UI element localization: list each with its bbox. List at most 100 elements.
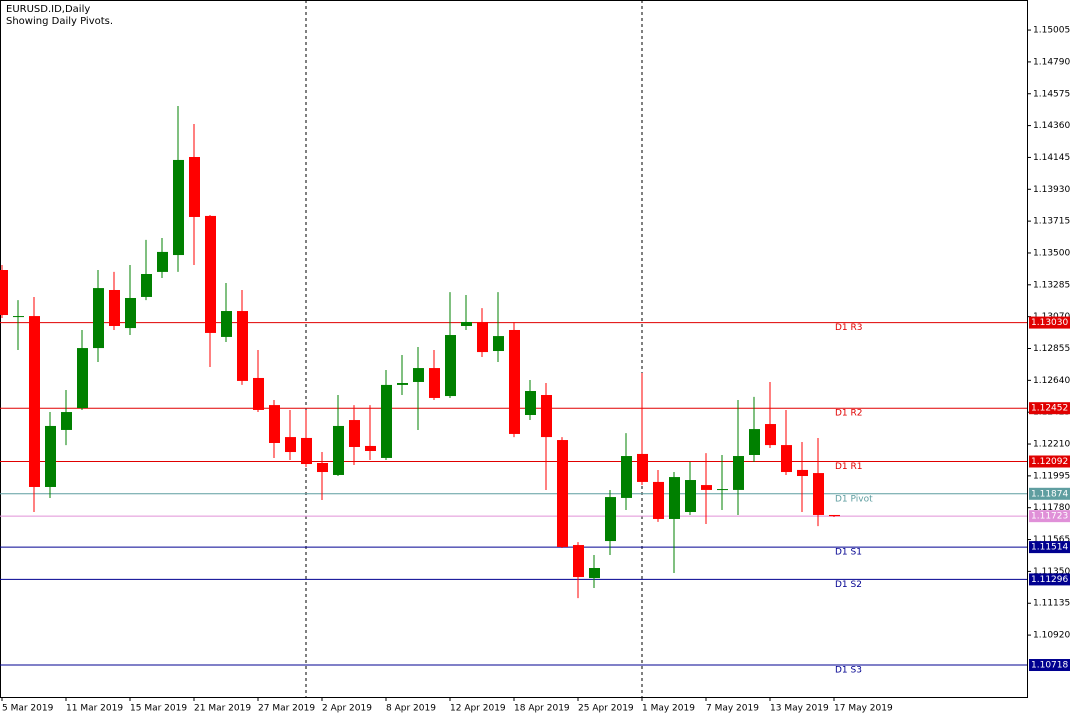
candle-body	[285, 437, 296, 453]
y-tick-label: 1.12640	[1033, 376, 1070, 386]
y-tick-label: 1.14790	[1033, 57, 1070, 67]
pivot-name: D1 Pivot	[835, 494, 873, 504]
price-label-box	[1029, 316, 1070, 329]
candle-body	[557, 440, 568, 547]
candle-body	[461, 321, 472, 326]
y-tick-label: 1.13930	[1033, 185, 1070, 195]
pivot-name: D1 R1	[835, 462, 863, 472]
candle-body	[573, 545, 584, 578]
price-label: 1.12452	[1031, 404, 1068, 414]
price-label: 1.12092	[1031, 457, 1068, 467]
candle-layer	[0, 106, 840, 599]
candle-body	[333, 425, 344, 475]
y-tick-label: 1.14145	[1033, 153, 1070, 163]
chart-title: EURUSD.ID,Daily	[6, 4, 90, 15]
candle-body	[733, 456, 744, 490]
candle-body	[589, 567, 600, 579]
x-tick-label: 12 Apr 2019	[450, 704, 506, 714]
candle-body	[61, 412, 72, 430]
y-tick-label: 1.13500	[1033, 248, 1070, 258]
candle-body	[221, 311, 232, 337]
y-tick-label: 1.10920	[1033, 631, 1070, 641]
price-label: 1.11874	[1031, 489, 1068, 499]
price-label-box	[1029, 510, 1070, 523]
price-label-box	[1029, 455, 1070, 468]
price-label-box	[1029, 487, 1070, 500]
candle-body	[621, 456, 632, 498]
candle-body	[717, 489, 728, 491]
x-tick-label: 8 Apr 2019	[386, 704, 436, 714]
candle-body	[797, 469, 808, 477]
x-tick-label: 25 Apr 2019	[578, 704, 634, 714]
candle-body	[253, 377, 264, 410]
y-tick-label: 1.11565	[1033, 535, 1070, 545]
x-tick-label: 7 May 2019	[706, 704, 759, 714]
y-tick-label: 1.13715	[1033, 217, 1070, 227]
candle-body	[205, 215, 216, 333]
candle-body	[477, 321, 488, 353]
y-tick-label: 1.12855	[1033, 344, 1070, 354]
candle-body	[365, 445, 376, 451]
x-tick-label: 18 Apr 2019	[514, 704, 570, 714]
candle-body	[493, 336, 504, 352]
candle-body	[669, 477, 680, 519]
pivot-name: D1 S1	[835, 548, 862, 558]
candle-body	[685, 480, 696, 513]
candle-body	[0, 270, 8, 316]
candle-body	[765, 424, 776, 446]
price-label-box	[1029, 573, 1070, 586]
pivot-name: D1 S2	[835, 580, 862, 590]
x-tick-label: 15 Mar 2019	[130, 704, 187, 714]
candle-body	[397, 383, 408, 385]
candle-body	[141, 274, 152, 297]
candle-body	[541, 395, 552, 438]
candle-body	[173, 159, 184, 256]
candle-body	[269, 405, 280, 443]
candle-body	[701, 485, 712, 490]
y-tick-label: 1.13285	[1033, 280, 1070, 290]
candle-body	[189, 156, 200, 217]
candle-body	[829, 514, 840, 517]
candle-body	[125, 297, 136, 329]
level-layer: D1 R3 D1 R2 D1 R1 D1 Pivot D1 S1 D1 S2 D1 S3	[0, 322, 1027, 676]
x-tick-label: 13 May 2019	[770, 704, 829, 714]
price-label: 1.10718	[1031, 661, 1068, 671]
candle-body	[605, 497, 616, 542]
candle-body	[429, 368, 440, 398]
candle-body	[237, 311, 248, 381]
x-tick-label: 21 Mar 2019	[194, 704, 251, 714]
candle-body	[317, 462, 328, 473]
candle-body	[109, 289, 120, 326]
y-tick-label: 1.11135	[1033, 599, 1070, 609]
chart-subtitle: Showing Daily Pivots.	[6, 16, 113, 27]
candle-body	[157, 251, 168, 272]
pivot-name: D1 R3	[835, 323, 863, 333]
pivot-name: D1 R2	[835, 409, 863, 419]
price-label-box	[1029, 402, 1070, 415]
x-tick-label: 17 May 2019	[834, 704, 893, 714]
price-label: 1.11514	[1031, 543, 1068, 553]
candle-body	[653, 481, 664, 519]
y-tick-label: 1.11995	[1033, 471, 1070, 481]
y-tick-label: 1.11780	[1033, 503, 1070, 513]
x-tick-label: 1 May 2019	[642, 704, 695, 714]
candle-body	[637, 453, 648, 482]
candle-body	[413, 368, 424, 382]
candle-body	[445, 335, 456, 397]
price-label-box	[1029, 659, 1070, 672]
candle-body	[29, 316, 40, 487]
candle-body	[301, 437, 312, 465]
y-tick-label: 1.14360	[1033, 121, 1070, 131]
y-tick-label: 1.14575	[1033, 89, 1070, 99]
x-tick-label: 27 Mar 2019	[258, 704, 315, 714]
candle-body	[77, 348, 88, 409]
candle-body	[749, 429, 760, 455]
candle-body	[381, 384, 392, 458]
candle-body	[813, 473, 824, 515]
price-label: 1.11296	[1031, 575, 1068, 585]
label-layer: 1.13030 1.12452 1.12092 1.11874 1.11514 1.112…	[1029, 316, 1070, 672]
candle-body	[93, 288, 104, 349]
y-tick-label: 1.12210	[1033, 440, 1070, 450]
pivot-name: D1 S3	[835, 666, 862, 676]
